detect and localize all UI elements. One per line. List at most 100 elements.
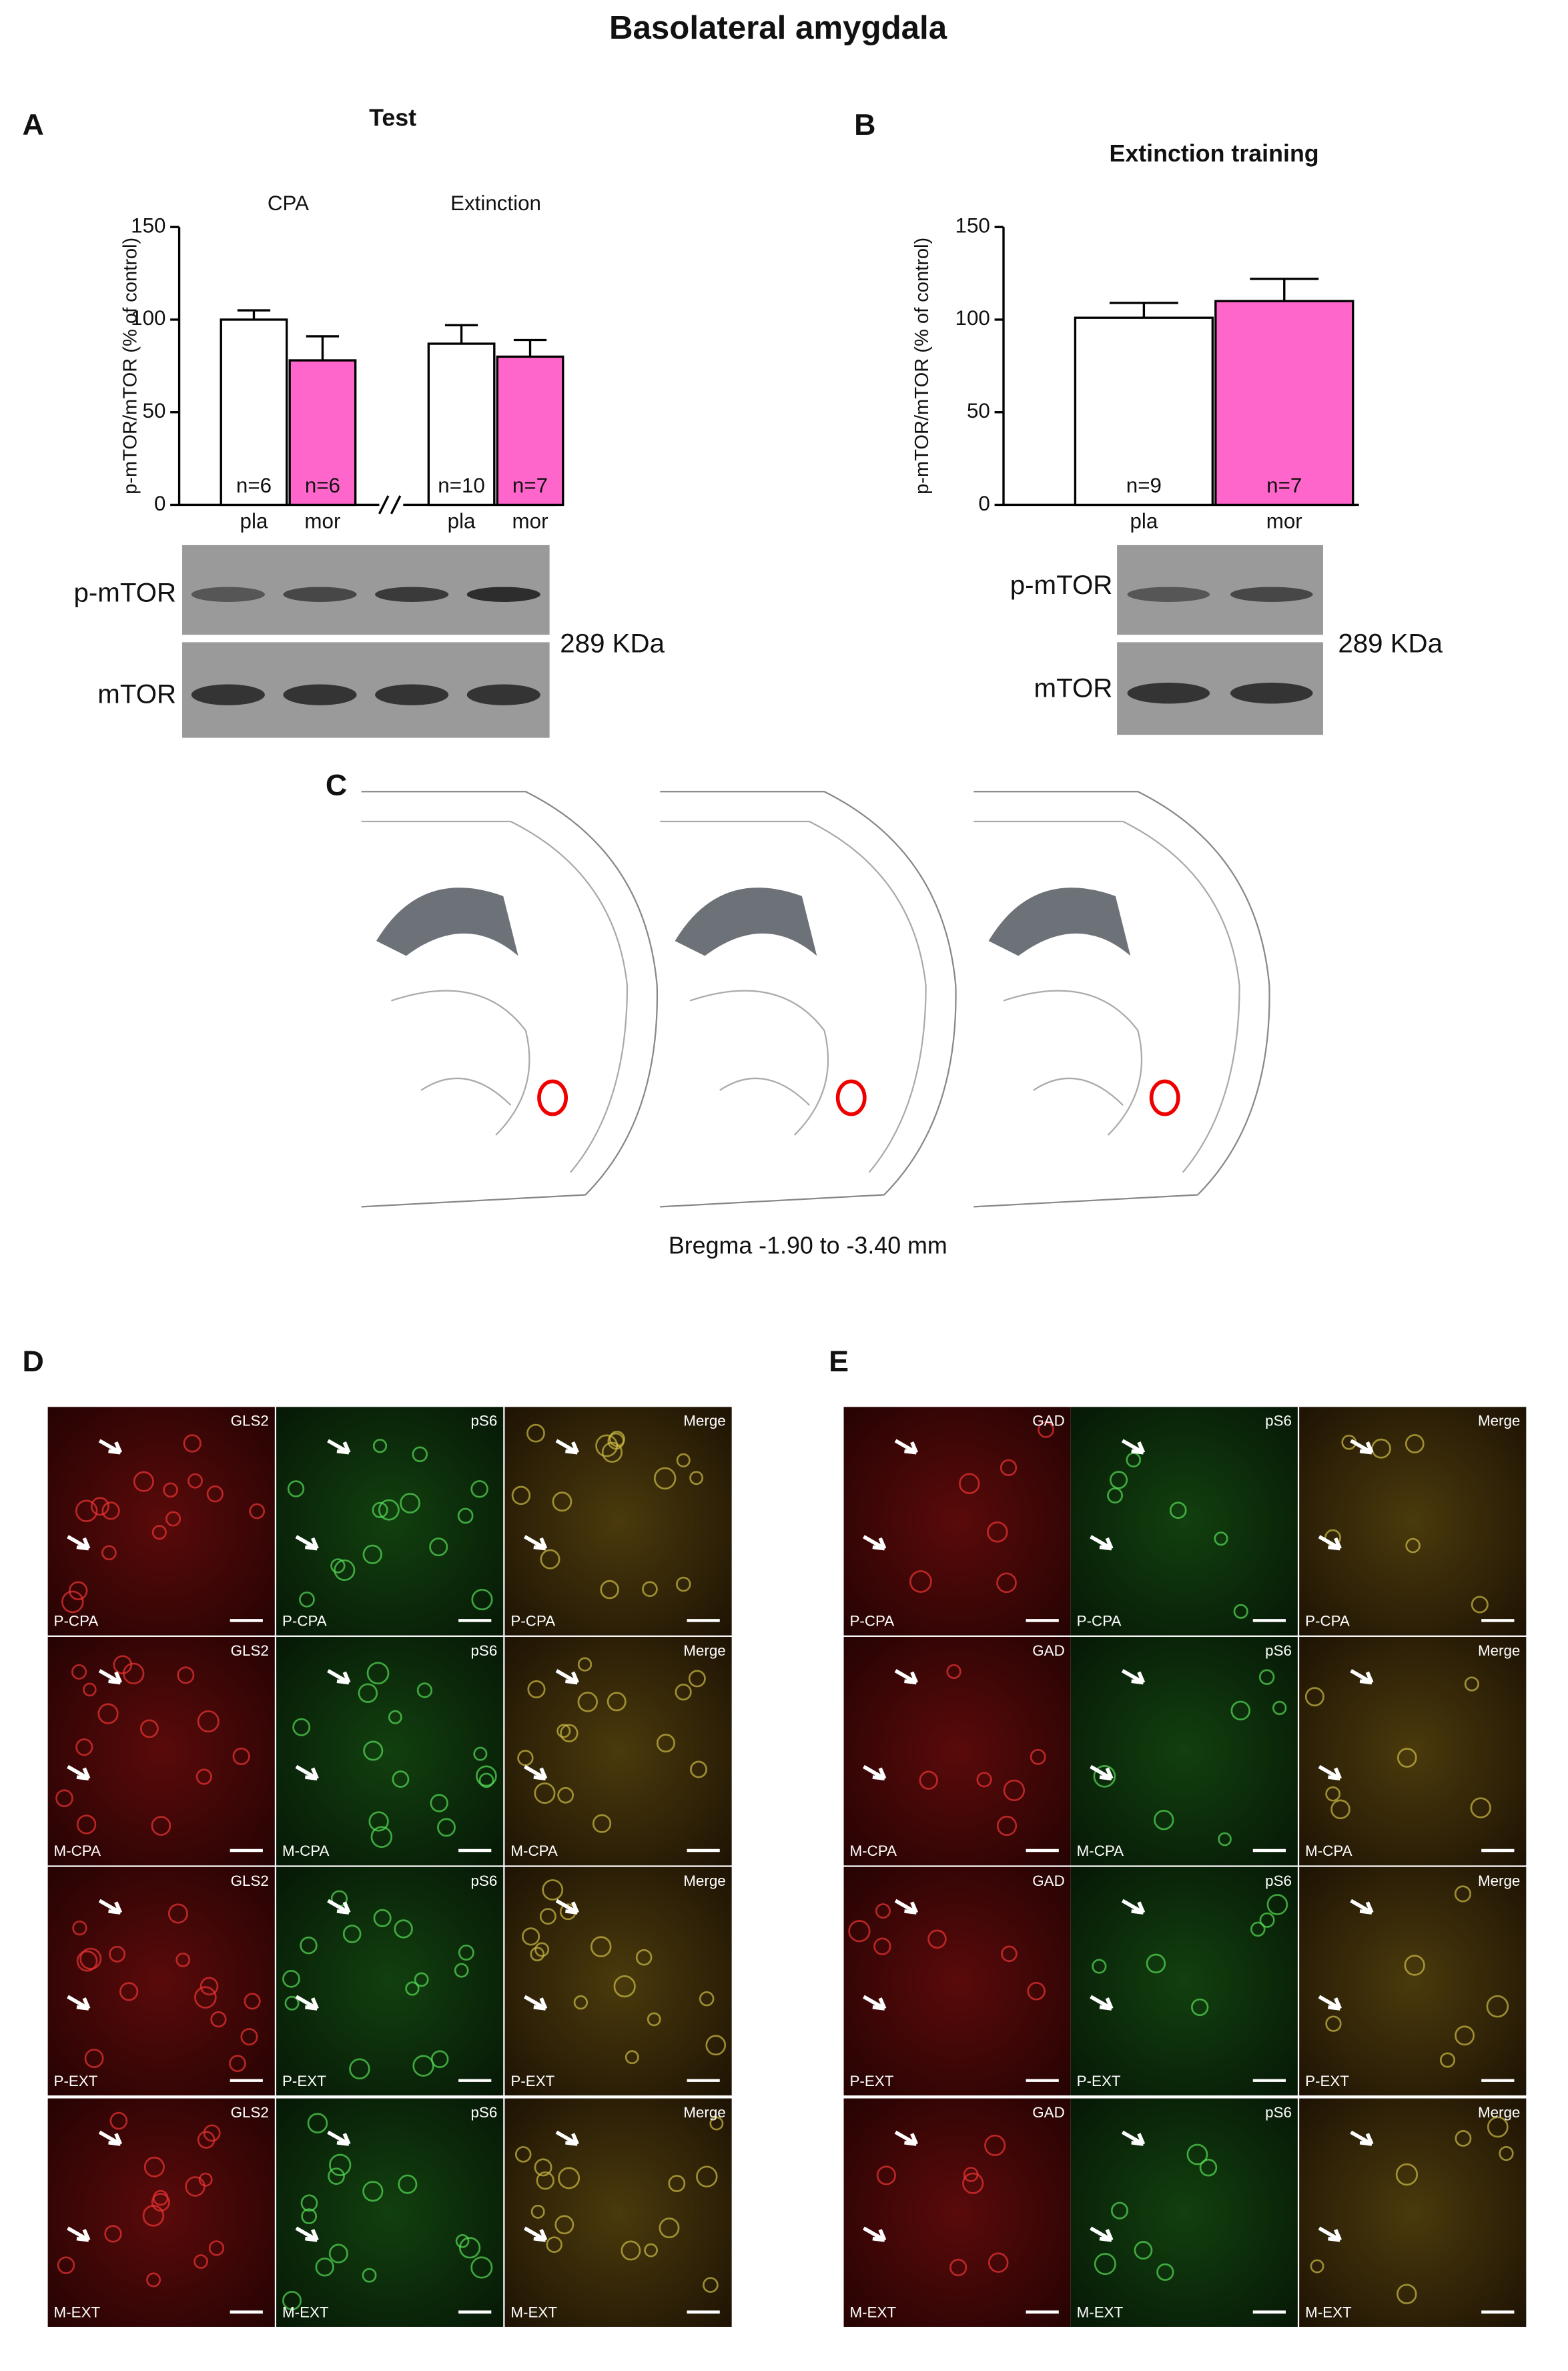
micrograph [504,1636,732,1866]
cell [542,1879,564,1901]
x-tick-label: pla [240,510,268,533]
y-axis-label: p-mTOR/mTOR (% of control) [120,238,141,494]
micrograph [276,1867,504,2096]
row-label: P-CPA [510,1612,555,1629]
cell [146,2272,161,2288]
cell [511,1485,531,1505]
row-label: P-EXT [849,2073,893,2089]
micrograph [276,1636,504,1866]
n-label: n=10 [438,474,485,497]
blot-label: mTOR [97,679,176,709]
arrow [1090,1535,1114,1551]
micrograph [843,1867,1071,2096]
cell [1214,1532,1228,1546]
panel-label: A [23,108,44,141]
atlas-bg [973,791,1270,1207]
row-label: P-CPA [54,1612,99,1629]
cell [560,1724,578,1742]
x-tick-label: mor [304,510,340,533]
arrow [1318,1995,1342,2011]
y-tick-label: 100 [955,306,990,330]
n-label: n=6 [236,474,272,497]
cell [557,1786,574,1804]
panel-label: C [326,768,347,801]
cell [454,1963,469,1978]
cell [75,1499,98,1522]
blot-band [1230,683,1313,704]
arrow [295,1764,319,1781]
cell [244,1993,261,2010]
cell [1027,1982,1046,2001]
cell [521,1927,540,1946]
arrow [863,1535,887,1551]
cell [57,2256,75,2274]
panel-label: B [854,108,875,141]
arrow [894,2130,918,2146]
atlas-section [973,791,1270,1208]
cell [676,1453,691,1467]
arrow [894,1439,918,1455]
bar [288,359,357,506]
cell [430,1794,448,1812]
cell [55,1789,73,1808]
cell [203,2124,221,2142]
cell [405,1981,420,1996]
y-axis-label: p-mTOR/mTOR (% of control) [911,238,933,494]
channel-label: GAD [1032,2104,1065,2121]
blot-band [466,587,540,602]
blot-size: 289 KDa [1338,629,1443,659]
arrow [295,1535,319,1551]
arrow [67,1764,91,1781]
arrow [523,1764,548,1781]
cell [139,1719,159,1738]
cell [644,2243,658,2258]
blot-band [283,587,357,602]
cell [1230,1700,1251,1721]
row-label: M-CPA [1077,1842,1124,1859]
bla-marker [835,1079,867,1116]
cell [1455,2025,1475,2046]
channel-label: pS6 [470,2104,497,2121]
cell [478,1772,494,1788]
atlas-outline [361,791,659,1208]
cell [416,1682,433,1698]
channel-label: Merge [1478,1413,1520,1429]
cell [647,2012,661,2027]
blot-band [1127,683,1210,704]
arrow [98,1669,123,1685]
cell [1030,1748,1046,1765]
cell [699,1991,715,2007]
arrow [67,1995,91,2011]
x-tick-label: pla [1130,510,1158,533]
arrow [295,2226,319,2242]
arrow [555,1439,579,1455]
cell [996,1815,1018,1836]
atlas-section [361,791,659,1208]
arrow [1090,2226,1114,2242]
cell [109,2111,128,2130]
row-label: M-EXT [54,2304,101,2321]
cell [282,1969,300,1988]
cell [642,1581,658,1598]
micrograph [1299,1407,1527,1636]
cell [1325,1786,1341,1802]
atlas-cortex [361,820,629,1173]
bar [427,342,496,506]
arrow [523,1535,548,1551]
cell [1038,1421,1054,1438]
cell [208,2240,225,2256]
cell [282,2290,302,2310]
cell [362,2268,377,2283]
cell [1093,1765,1116,1788]
cell [300,1937,318,1955]
row-label: P-EXT [282,2073,326,2089]
cell [470,1480,488,1498]
cell [656,1734,675,1753]
cell [165,1511,181,1527]
cell [848,1920,871,1943]
micrograph [843,1407,1071,1636]
cell [363,1740,384,1761]
cell [876,2165,896,2185]
micrograph [1070,1407,1298,1636]
cell [554,2215,574,2235]
